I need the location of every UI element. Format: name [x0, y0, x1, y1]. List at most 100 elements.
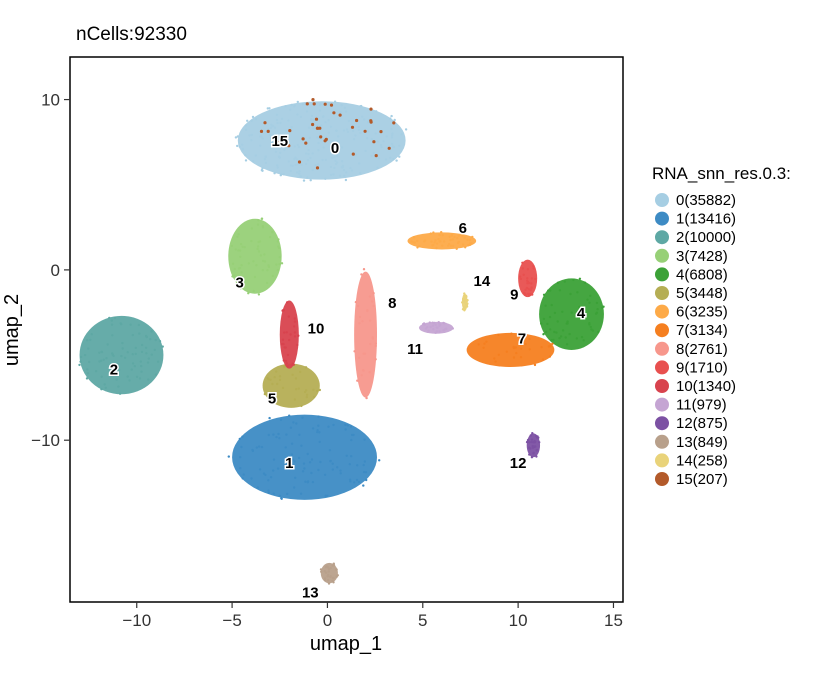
- cell-point: [370, 137, 373, 141]
- cell-point: [432, 231, 435, 234]
- cell-point: [568, 332, 571, 336]
- cell-point: [471, 235, 474, 239]
- cluster-label-14: 14: [474, 273, 491, 290]
- cell-point: [363, 129, 367, 133]
- cell-point: [276, 166, 279, 169]
- cell-point: [341, 166, 344, 169]
- cell-point: [256, 245, 260, 248]
- cluster-label-12: 12: [510, 455, 527, 472]
- cell-point: [438, 330, 441, 333]
- cell-point: [308, 136, 311, 139]
- cell-point: [322, 115, 325, 118]
- cell-point: [147, 378, 150, 381]
- cell-point: [463, 307, 466, 311]
- cell-point: [317, 415, 320, 418]
- cell-point: [147, 357, 150, 360]
- cluster-blob-8: [354, 271, 378, 398]
- cell-point: [514, 346, 517, 349]
- cell-point: [230, 244, 234, 248]
- cell-point: [115, 362, 119, 366]
- cell-point: [451, 238, 454, 241]
- cell-point: [139, 360, 142, 363]
- cell-point: [280, 343, 283, 346]
- cell-point: [324, 137, 328, 141]
- cell-point: [382, 140, 385, 143]
- cell-point: [418, 245, 421, 248]
- cell-point: [338, 174, 342, 177]
- legend-entry-6: 6(3235): [676, 304, 728, 321]
- cell-point: [244, 124, 248, 127]
- cell-point: [521, 337, 524, 340]
- cell-point: [288, 414, 291, 417]
- cell-point: [347, 119, 350, 123]
- cell-point: [465, 303, 468, 306]
- cell-point: [398, 155, 401, 158]
- cell-point: [289, 426, 293, 429]
- cell-point: [259, 135, 262, 138]
- cell-point: [463, 236, 466, 239]
- cell-point: [113, 316, 117, 319]
- cell-point: [366, 121, 370, 124]
- cell-point: [363, 460, 366, 463]
- cell-point: [451, 327, 454, 330]
- cell-point: [524, 293, 527, 297]
- cell-point: [291, 373, 294, 376]
- cell-point: [443, 328, 447, 331]
- cell-point: [85, 377, 89, 380]
- cell-point: [284, 105, 287, 108]
- cell-point: [283, 147, 287, 150]
- cell-point: [227, 455, 230, 458]
- cell-point: [493, 357, 496, 360]
- cell-point: [360, 273, 363, 276]
- cell-point: [287, 144, 291, 148]
- cell-point: [306, 480, 310, 483]
- cell-point: [364, 149, 367, 153]
- cell-point: [334, 159, 337, 162]
- cell-point: [329, 173, 333, 176]
- cell-point: [278, 375, 282, 378]
- cell-point: [259, 144, 262, 147]
- cell-point: [457, 234, 460, 237]
- cell-point: [272, 433, 275, 436]
- cell-point: [302, 462, 306, 465]
- cell-point: [356, 379, 359, 382]
- cell-point: [519, 356, 523, 359]
- cell-point: [323, 102, 327, 106]
- cell-point: [307, 126, 311, 129]
- cell-point: [423, 239, 427, 242]
- cell-point: [358, 162, 361, 165]
- cell-point: [300, 444, 303, 447]
- cell-point: [240, 445, 243, 449]
- cell-point: [332, 173, 335, 176]
- cell-point: [280, 117, 284, 121]
- cell-point: [278, 378, 282, 382]
- cell-point: [258, 468, 262, 471]
- cell-point: [100, 375, 103, 378]
- cell-point: [468, 238, 471, 242]
- cell-point: [247, 262, 250, 265]
- cell-point: [301, 137, 305, 141]
- cell-point: [293, 145, 296, 148]
- cell-point: [538, 441, 541, 444]
- cell-point: [353, 481, 356, 484]
- cell-point: [305, 393, 309, 396]
- cell-point: [534, 440, 537, 444]
- cell-point: [283, 331, 286, 334]
- cell-point: [261, 259, 265, 263]
- cell-point: [566, 322, 569, 325]
- cell-point: [395, 159, 398, 162]
- cell-point: [309, 179, 312, 182]
- cluster-blob-4: [539, 278, 604, 350]
- cell-point: [448, 235, 451, 238]
- cell-point: [123, 356, 127, 359]
- cell-point: [555, 331, 558, 334]
- cell-point: [549, 328, 552, 331]
- cell-point: [276, 121, 279, 125]
- cell-point: [329, 165, 333, 169]
- cell-point: [297, 387, 300, 390]
- cell-point: [357, 125, 360, 129]
- cell-point: [336, 466, 339, 469]
- cell-point: [293, 105, 296, 108]
- cell-point: [279, 121, 282, 125]
